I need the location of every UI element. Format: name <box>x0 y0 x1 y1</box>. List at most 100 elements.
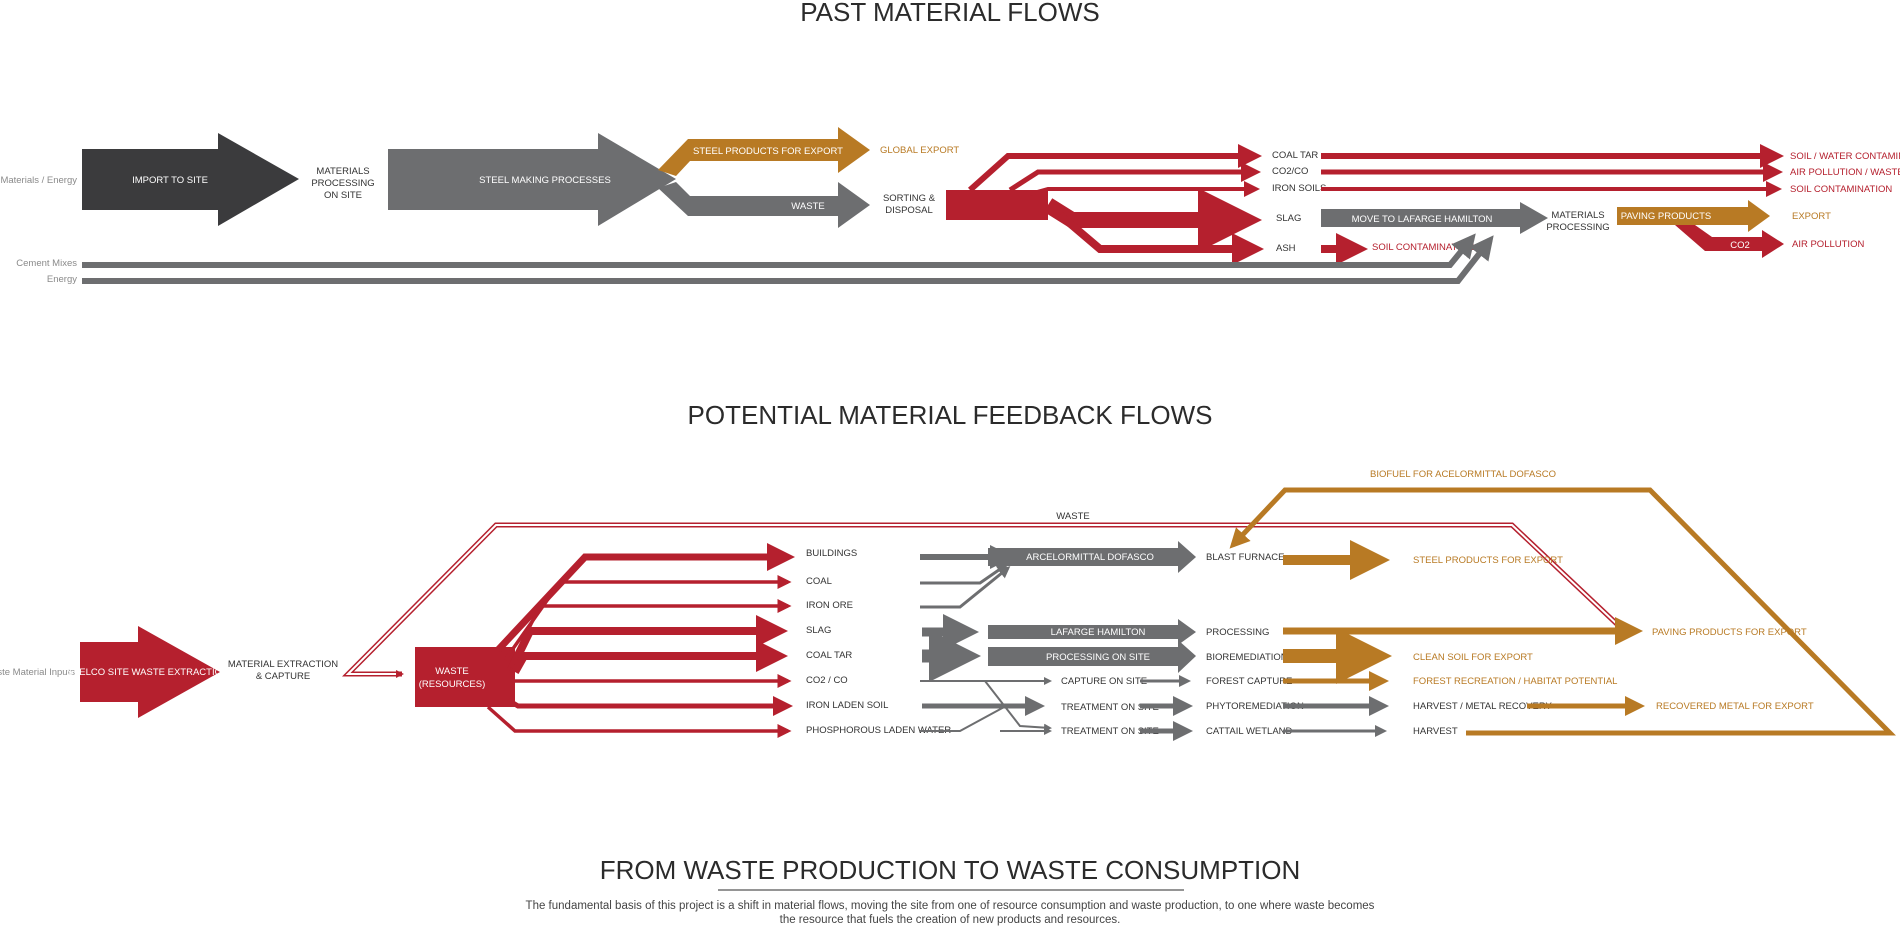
coal-tar-label: COAL TAR <box>1272 150 1318 161</box>
import-arrow <box>82 133 299 226</box>
waste-label: WASTE <box>791 201 824 212</box>
treatment-label-1: TREATMENT ON SITE <box>1061 702 1159 713</box>
processing-label-1: MATERIALS <box>316 166 369 177</box>
slag-flow-potential <box>508 615 788 670</box>
row-label-6: IRON LADEN SOIL <box>806 700 888 711</box>
soil-water-label: SOIL / WATER CONTAMINATION <box>1790 151 1900 162</box>
co2co-label: CO2/CO <box>1272 166 1308 177</box>
co2-arrow <box>1675 225 1784 258</box>
biofuel-label: BIOFUEL FOR ACELORMITTAL DOFASCO <box>1370 469 1556 480</box>
clean-soil-label: CLEAN SOIL FOR EXPORT <box>1413 652 1533 663</box>
ash-label: ASH <box>1276 243 1296 254</box>
mat-proc-label-1: MATERIALS <box>1551 210 1604 221</box>
blast-furnace-label: BLAST FURNACE <box>1206 552 1284 563</box>
row-label-2: IRON ORE <box>806 600 853 611</box>
sorting-label-1: SORTING & <box>883 193 936 204</box>
water-to-treatment <box>920 705 1007 732</box>
co2-label: CO2 <box>1730 240 1750 251</box>
extraction-label-1: MATERIAL EXTRACTION <box>228 659 338 670</box>
row-label-0: BUILDINGS <box>806 548 857 559</box>
footer-description-1: The fundamental basis of this project is… <box>526 900 1375 912</box>
processing-label-2: PROCESSING <box>311 178 374 189</box>
iron-soil-flow <box>506 696 793 716</box>
lafarge-label: LAFARGE HAMILTON <box>1051 627 1146 638</box>
arcelor-label: ARCELORMITTAL DOFASCO <box>1026 552 1154 563</box>
recovered-metal-label: RECOVERED METAL FOR EXPORT <box>1656 701 1814 712</box>
footer-title: FROM WASTE PRODUCTION TO WASTE CONSUMPTI… <box>600 855 1301 885</box>
footer-description-2: the resource that fuels the creation of … <box>780 914 1121 926</box>
steel-products-label: STEEL PRODUCTS FOR EXPORT <box>693 146 843 157</box>
row-label-3: SLAG <box>806 625 831 636</box>
iron-ore-flow <box>506 599 792 671</box>
harvest-label: HARVEST <box>1413 726 1458 737</box>
waste-loop-inner <box>345 524 1621 678</box>
past-title: PAST MATERIAL FLOWS <box>800 0 1100 27</box>
extraction-label-2: & CAPTURE <box>256 671 310 682</box>
waste-arrow <box>658 182 870 228</box>
iron-soils-label: IRON SOILS <box>1272 183 1326 194</box>
waste-resources-block <box>415 647 515 707</box>
coal-tar-flow <box>967 144 1262 193</box>
export-label: EXPORT <box>1792 211 1831 222</box>
steel-making-arrow <box>388 133 676 226</box>
waste-resources-label-2: (RESOURCES) <box>419 679 486 690</box>
cement-mixes-flow <box>82 233 1476 268</box>
ash-soil-label: SOIL CONTAMINATION <box>1372 242 1474 253</box>
bioremediation-label: BIOREMEDIATION <box>1206 652 1288 663</box>
phytoremediation-label: PHYTOREMEDIATION <box>1206 701 1304 712</box>
processing-label-3: ON SITE <box>324 190 362 201</box>
waste-resources-label-1: WASTE <box>435 666 468 677</box>
slag-label: SLAG <box>1276 213 1301 224</box>
co2co-flow <box>1008 162 1261 193</box>
air-pollution-label: AIR POLLUTION <box>1792 239 1864 250</box>
forest-capture-label: FOREST CAPTURE <box>1206 676 1292 687</box>
cement-mixes-label: Cement Mixes <box>16 258 77 269</box>
treatment-label-2: TREATMENT ON SITE <box>1061 726 1159 737</box>
phosphorous-flow <box>486 705 792 738</box>
cattail-label: CATTAIL WETLAND <box>1206 726 1293 737</box>
slag-flow <box>1043 188 1262 252</box>
processing-row-label: PROCESSING <box>1206 627 1269 638</box>
coal-flow <box>503 575 792 662</box>
row-label-7: PHOSPHOROUS LADEN WATER <box>806 725 951 736</box>
energy-label: Energy <box>47 274 77 285</box>
row-label-1: COAL <box>806 576 832 587</box>
soil-contamination-label: SOIL CONTAMINATION <box>1790 184 1892 195</box>
mat-proc-label-2: PROCESSING <box>1546 222 1609 233</box>
arcelor-arrow <box>988 541 1196 573</box>
steel-export-label: STEEL PRODUCTS FOR EXPORT <box>1413 555 1563 566</box>
processing-on-site-arrow <box>988 640 1196 673</box>
sorting-label-2: DISPOSAL <box>885 205 933 216</box>
row-label-5: CO2 / CO <box>806 675 848 686</box>
potential-title: POTENTIAL MATERIAL FEEDBACK FLOWS <box>688 400 1213 430</box>
raw-materials-label: Raw Materials / Energy <box>0 175 77 186</box>
iron-soils-flow <box>1029 181 1260 197</box>
move-lafarge-arrow <box>1321 202 1548 234</box>
lafarge-arrow <box>988 619 1196 645</box>
forest-rec-label: FOREST RECREATION / HABITAT POTENTIAL <box>1413 676 1617 687</box>
row-label-4: COAL TAR <box>806 650 852 661</box>
steel-products-arrow <box>658 127 870 176</box>
capture-on-site-label: CAPTURE ON SITE <box>1061 676 1147 687</box>
import-label: IMPORT TO SITE <box>132 175 208 186</box>
harvest-metal-label: HARVEST / METAL RECOVERY <box>1413 701 1553 712</box>
biofuel-loop <box>1229 487 1896 736</box>
move-lafarge-label: MOVE TO LAFARGE HAMILTON <box>1352 214 1493 225</box>
processing-on-site-label: PROCESSING ON SITE <box>1046 652 1150 663</box>
waste-inputs-label: Waste Material Inputs <box>0 667 75 678</box>
air-heat-label: AIR POLLUTION / WASTE HEAT <box>1790 167 1900 178</box>
waste-loop-label: WASTE <box>1056 511 1089 522</box>
paving-export-label: PAVING PRODUCTS FOR EXPORT <box>1652 627 1807 638</box>
global-export-label: GLOBAL EXPORT <box>880 145 959 156</box>
steel-making-label: STEEL MAKING PROCESSES <box>479 175 611 186</box>
stelco-label: STELCO SITE WASTE EXTRACTION <box>67 667 229 678</box>
energy-flow <box>82 235 1494 284</box>
stelco-arrow <box>80 626 220 718</box>
buildings-flow <box>495 543 795 653</box>
ore-to-arcelor <box>920 566 1011 609</box>
coal-tar-flow-potential <box>511 640 788 674</box>
paving-label: PAVING PRODUCTS <box>1621 211 1711 222</box>
ash-flow <box>1057 211 1264 265</box>
paving-arrow <box>1617 200 1770 232</box>
